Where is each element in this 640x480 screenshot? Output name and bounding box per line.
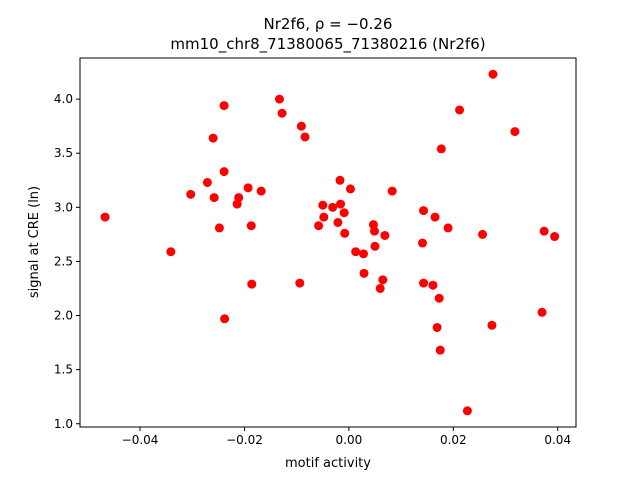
- data-point: [219, 101, 229, 111]
- y-tick-label: 3.5: [54, 146, 73, 160]
- data-point: [186, 189, 196, 199]
- x-tick-label: 0.00: [336, 433, 363, 447]
- data-point: [208, 133, 218, 143]
- data-point: [435, 345, 445, 355]
- data-point: [246, 221, 256, 231]
- data-point: [387, 186, 397, 196]
- x-axis-label: motif activity: [285, 456, 371, 471]
- data-point: [318, 200, 328, 210]
- data-point: [428, 280, 438, 290]
- data-point: [432, 322, 442, 332]
- x-tick-label: −0.04: [122, 433, 159, 447]
- data-point: [510, 127, 520, 137]
- data-point: [488, 69, 498, 79]
- x-tick-label: 0.02: [440, 433, 467, 447]
- data-point: [359, 249, 369, 259]
- data-point: [336, 199, 346, 209]
- data-point: [335, 175, 345, 185]
- data-point: [277, 108, 287, 118]
- data-point: [100, 212, 110, 222]
- y-tick-label: 1.0: [54, 417, 73, 431]
- data-point: [209, 193, 219, 203]
- data-point: [430, 212, 440, 222]
- data-point: [351, 247, 361, 257]
- data-point: [537, 307, 547, 317]
- x-tick-label: −0.02: [226, 433, 263, 447]
- plot-frame: [79, 57, 577, 428]
- data-point: [378, 275, 388, 285]
- data-point: [419, 206, 429, 216]
- data-point: [166, 247, 176, 257]
- data-point: [295, 278, 305, 288]
- data-point: [436, 144, 446, 154]
- data-point: [550, 232, 560, 242]
- data-point: [214, 223, 224, 233]
- data-point: [370, 241, 380, 251]
- data-point: [478, 229, 488, 239]
- data-point: [434, 293, 444, 303]
- data-point: [319, 212, 329, 222]
- y-axis-label: signal at CRE (ln): [27, 186, 42, 298]
- x-tick-label: 0.04: [544, 433, 571, 447]
- data-point: [247, 279, 257, 289]
- data-point: [487, 320, 497, 330]
- data-point: [380, 230, 390, 240]
- data-point: [462, 406, 472, 416]
- data-point: [375, 283, 385, 293]
- data-point: [219, 167, 229, 177]
- data-point: [274, 94, 284, 104]
- plot-area: [80, 58, 576, 427]
- y-tick-label: 2.5: [54, 254, 73, 268]
- data-point: [340, 228, 350, 238]
- data-point: [539, 226, 549, 236]
- data-point: [339, 208, 349, 218]
- data-point: [328, 202, 338, 212]
- data-point: [345, 184, 355, 194]
- y-axis-ticks: 1.0 1.5 2.0 2.5 3.0 3.5 4.0: [54, 92, 80, 431]
- data-point: [234, 193, 244, 203]
- data-point: [300, 132, 310, 142]
- data-point: [256, 186, 266, 196]
- data-point: [243, 183, 253, 193]
- y-tick-label: 2.0: [54, 309, 73, 323]
- data-points: [100, 69, 560, 416]
- data-point: [443, 223, 453, 233]
- data-point: [314, 221, 324, 231]
- y-tick-label: 3.0: [54, 200, 73, 214]
- y-tick-label: 1.5: [54, 363, 73, 377]
- data-point: [220, 314, 230, 324]
- data-point: [296, 121, 306, 131]
- chart-title-line1: Nr2f6, ρ = −0.26: [264, 15, 393, 33]
- data-point: [369, 226, 379, 236]
- chart-title-line2: mm10_chr8_71380065_71380216 (Nr2f6): [170, 35, 485, 54]
- data-point: [418, 238, 428, 248]
- data-point: [359, 268, 369, 278]
- y-tick-label: 4.0: [54, 92, 73, 106]
- data-point: [419, 278, 429, 288]
- data-point: [333, 217, 343, 227]
- data-point: [455, 105, 465, 115]
- x-axis-ticks: −0.04 −0.02 0.00 0.02 0.04: [122, 427, 571, 447]
- data-point: [202, 177, 212, 187]
